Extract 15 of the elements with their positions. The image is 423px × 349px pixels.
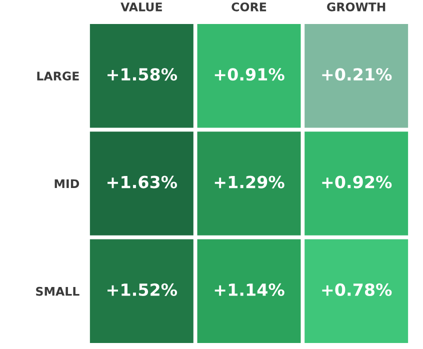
y-tick-label: MID [54,179,80,188]
data-label: +1.52% [108,283,178,296]
data-label: +0.78% [322,283,392,296]
x-tick-label: VALUE [120,2,162,12]
y-tick-label: LARGE [37,72,79,80]
x-tick-label: CORE [232,2,266,12]
data-label: +1.58% [108,68,178,81]
data-label: +1.29% [214,176,284,188]
data-label: +0.21% [322,68,392,81]
data-label: +1.63% [108,176,178,188]
data-label: +0.92% [322,176,392,188]
y-tick-label: SMALL [36,286,80,296]
data-label: +0.91% [214,68,284,81]
x-tick-label: GROWTH [327,2,386,12]
data-label: +1.14% [214,283,284,296]
